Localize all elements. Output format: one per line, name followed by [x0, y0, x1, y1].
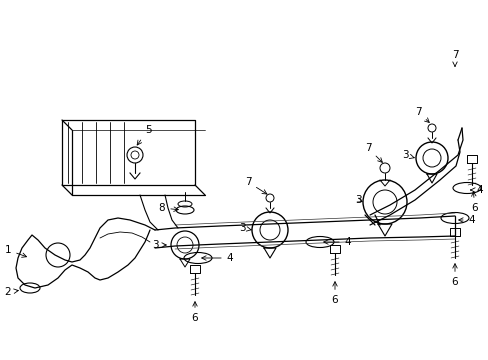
- Text: 3: 3: [401, 150, 413, 160]
- Text: 6: 6: [451, 264, 457, 287]
- Text: 5: 5: [137, 125, 151, 145]
- Text: 7: 7: [364, 143, 382, 162]
- Text: 4: 4: [469, 185, 482, 195]
- Text: 3: 3: [151, 240, 166, 250]
- Text: 6: 6: [470, 192, 477, 213]
- Text: 2: 2: [5, 287, 18, 297]
- Text: 3: 3: [354, 195, 362, 205]
- Text: 6: 6: [191, 302, 198, 323]
- Text: 4: 4: [458, 215, 474, 225]
- Text: 7: 7: [451, 50, 457, 66]
- Text: 4: 4: [201, 253, 233, 263]
- Text: 3: 3: [238, 223, 251, 233]
- Text: 7: 7: [244, 177, 266, 194]
- Text: 1: 1: [5, 245, 26, 257]
- Text: 4: 4: [323, 237, 350, 247]
- Text: 6: 6: [331, 282, 338, 305]
- Text: 8: 8: [159, 203, 178, 213]
- Text: 7: 7: [414, 107, 428, 122]
